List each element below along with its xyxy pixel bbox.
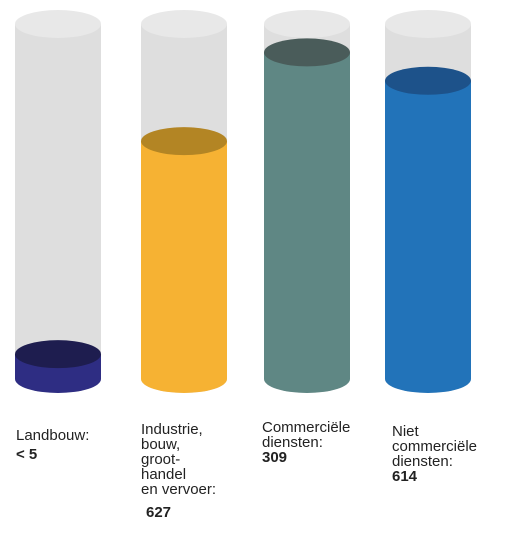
cylinder-1-track-top <box>15 10 101 38</box>
cylinder-3-fill-top <box>264 38 350 67</box>
cylinder-4-fill-top <box>385 66 471 95</box>
cylinder-3-fill <box>264 52 350 394</box>
cylinder-1-fill-top <box>15 340 101 369</box>
cylinder-chart <box>15 10 471 394</box>
category-value: < 5 <box>16 446 38 463</box>
cylinder-4-track-top <box>385 10 471 38</box>
cylinder-2-fill-top <box>141 127 227 156</box>
category-label-commerciele-diensten: Commerciële diensten: 309 <box>262 420 350 465</box>
category-label-landbouw: Landbouw: < 5 <box>16 428 89 462</box>
cylinder-2-track-top <box>141 10 227 38</box>
cylinder-1-track <box>15 24 101 393</box>
category-value: 614 <box>392 468 418 485</box>
category-name: Landbouw: <box>16 427 90 444</box>
category-name: Industrie, bouw, groot- handel en vervoe… <box>141 421 217 498</box>
category-label-niet-commerciele-diensten: Niet commerciële diensten: 614 <box>392 424 477 484</box>
category-label-industrie: Industrie, bouw, groot- handel en vervoe… <box>141 422 216 520</box>
category-name: Niet commerciële diensten: <box>392 423 478 470</box>
category-value: 309 <box>262 449 288 466</box>
cylinder-4-fill <box>385 80 471 394</box>
category-value: 627 <box>146 504 172 521</box>
cylinder-3-track-top <box>264 10 350 38</box>
category-name: Commerciële diensten: <box>262 419 351 451</box>
cylinder-2-fill <box>141 141 227 393</box>
